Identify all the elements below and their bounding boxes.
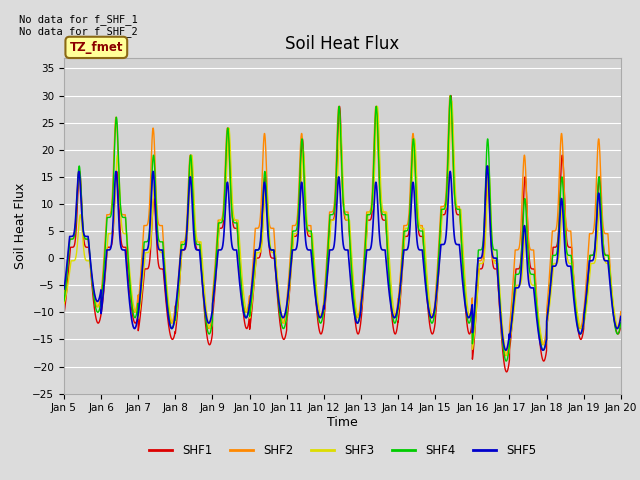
SHF3	[504, 353, 511, 359]
SHF3	[616, 324, 624, 329]
SHF3	[60, 301, 68, 307]
SHF4	[502, 358, 510, 364]
SHF5	[60, 286, 68, 292]
Title: Soil Heat Flux: Soil Heat Flux	[285, 35, 399, 53]
SHF1	[499, 349, 507, 355]
SHF3	[322, 294, 330, 300]
Text: TZ_fmet: TZ_fmet	[70, 41, 123, 54]
SHF2	[467, 305, 475, 311]
Legend: SHF1, SHF2, SHF3, SHF4, SHF5: SHF1, SHF2, SHF3, SHF4, SHF5	[144, 439, 541, 462]
SHF2	[617, 309, 625, 314]
SHF1	[503, 369, 511, 375]
SHF1	[436, 238, 444, 243]
SHF1	[322, 298, 330, 303]
SHF5	[322, 292, 330, 298]
SHF4	[499, 341, 507, 347]
SHF3	[448, 98, 456, 104]
X-axis label: Time: Time	[327, 416, 358, 429]
SHF4	[322, 284, 330, 289]
SHF5	[617, 313, 625, 319]
SHF4	[160, 258, 168, 264]
SHF5	[502, 348, 509, 353]
SHF4	[447, 93, 454, 98]
SHF2	[446, 93, 454, 98]
Line: SHF4: SHF4	[64, 96, 621, 361]
SHF3	[436, 243, 444, 249]
SHF4	[616, 323, 624, 329]
SHF2	[499, 341, 507, 347]
SHF5	[160, 269, 168, 275]
Line: SHF2: SHF2	[64, 96, 621, 356]
Line: SHF1: SHF1	[64, 96, 621, 372]
SHF2	[616, 313, 624, 319]
SHF2	[160, 250, 168, 255]
SHF5	[436, 248, 444, 254]
SHF2	[322, 274, 330, 280]
SHF3	[499, 327, 507, 333]
SHF1	[160, 277, 168, 283]
SHF3	[467, 313, 475, 319]
SHF2	[60, 291, 68, 297]
SHF1	[60, 311, 68, 317]
SHF1	[467, 325, 475, 331]
Text: No data for f_SHF_1
No data for f_SHF_2: No data for f_SHF_1 No data for f_SHF_2	[19, 14, 138, 37]
SHF5	[499, 336, 507, 342]
SHF1	[616, 325, 624, 331]
SHF2	[436, 214, 444, 220]
SHF5	[616, 317, 624, 323]
SHF4	[467, 312, 475, 318]
SHF3	[160, 252, 168, 258]
SHF4	[617, 320, 625, 325]
SHF4	[60, 298, 68, 304]
SHF1	[447, 93, 455, 98]
SHF1	[617, 322, 625, 328]
SHF5	[483, 163, 491, 169]
SHF4	[436, 224, 444, 230]
SHF5	[467, 309, 475, 314]
SHF2	[502, 353, 509, 359]
Line: SHF5: SHF5	[64, 166, 621, 350]
SHF3	[617, 322, 625, 327]
Line: SHF3: SHF3	[64, 101, 621, 356]
Y-axis label: Soil Heat Flux: Soil Heat Flux	[13, 182, 27, 269]
